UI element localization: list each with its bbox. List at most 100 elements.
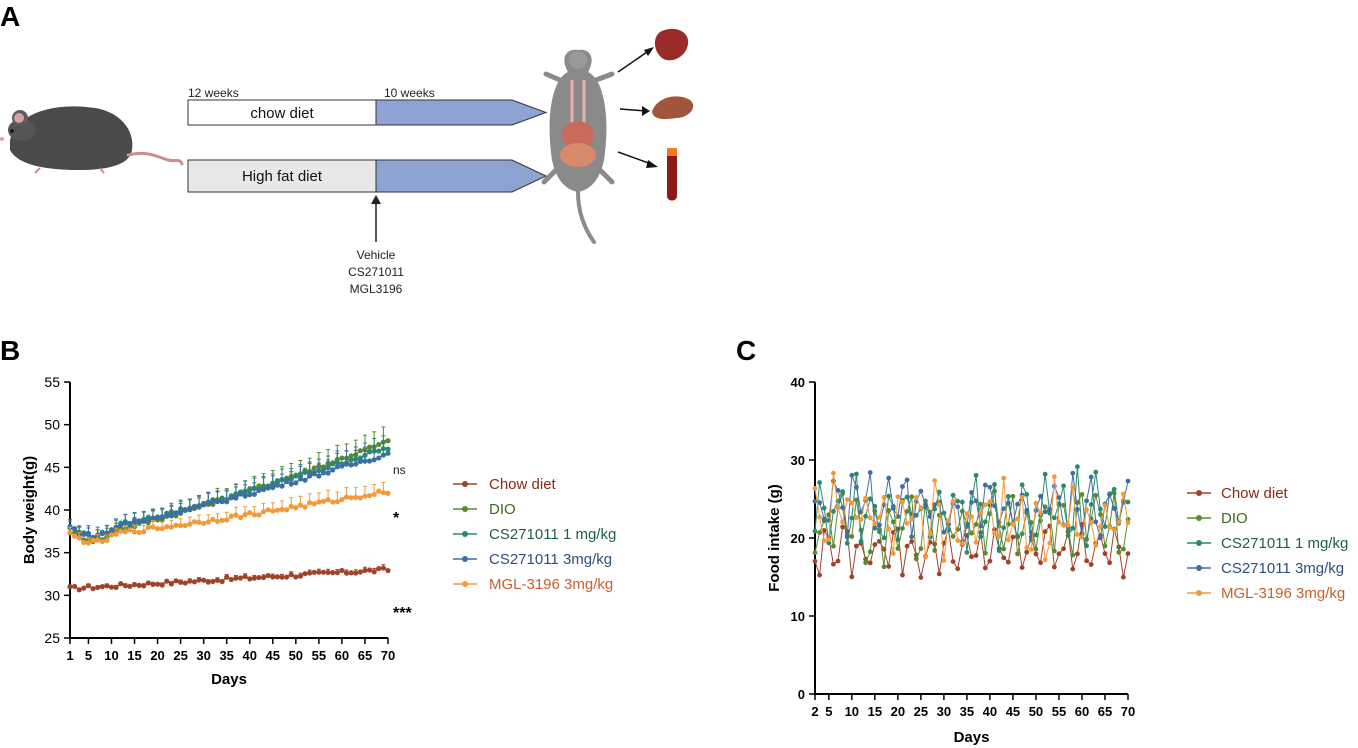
data-point xyxy=(122,529,128,535)
data-point xyxy=(941,529,947,535)
data-point xyxy=(366,458,373,464)
legend-swatch-dot xyxy=(462,556,468,562)
data-point xyxy=(150,524,156,530)
data-point xyxy=(164,524,170,530)
data-point xyxy=(260,509,267,515)
data-point xyxy=(982,550,988,556)
data-point xyxy=(1019,531,1025,537)
data-point xyxy=(339,463,345,469)
data-point xyxy=(1028,537,1034,543)
data-point xyxy=(343,461,350,467)
data-point xyxy=(1111,506,1117,511)
data-point xyxy=(964,549,970,555)
data-point xyxy=(118,581,124,587)
data-point xyxy=(955,566,961,572)
data-point xyxy=(136,529,142,536)
x-tick-label: 30 xyxy=(196,648,210,663)
data-point xyxy=(150,515,156,521)
data-point xyxy=(108,584,115,590)
data-point xyxy=(320,569,327,575)
data-point xyxy=(890,551,896,556)
data-point xyxy=(90,586,96,592)
data-point xyxy=(357,458,363,465)
x-tick-label: 65 xyxy=(1098,704,1112,719)
data-point xyxy=(964,524,970,529)
treatment-mgl3196: MGL3196 xyxy=(350,282,403,296)
data-point xyxy=(1024,492,1030,497)
data-point xyxy=(251,491,257,497)
data-point xyxy=(854,515,859,520)
data-point xyxy=(302,571,308,577)
data-point xyxy=(932,502,938,508)
x-tick-label: 15 xyxy=(868,704,882,719)
data-point xyxy=(867,549,873,555)
legend-entry: DIO xyxy=(489,501,516,518)
data-point xyxy=(307,473,313,479)
organ-outputs xyxy=(617,28,694,201)
data-point xyxy=(1005,559,1011,565)
data-point xyxy=(1070,484,1076,490)
y-axis-title: Food intake (g) xyxy=(766,484,783,592)
x-tick-label: 70 xyxy=(1121,704,1135,719)
y-tick-label: 50 xyxy=(44,417,60,433)
data-point xyxy=(201,577,207,583)
data-point xyxy=(946,518,951,524)
data-point xyxy=(1033,500,1039,506)
data-point xyxy=(118,522,124,529)
data-point xyxy=(941,558,947,564)
data-point xyxy=(1051,548,1057,554)
y-tick-label: 40 xyxy=(44,502,60,518)
data-point xyxy=(867,560,873,566)
heart-organ-icon xyxy=(654,28,689,61)
legend-swatch-dot xyxy=(462,581,468,587)
x-tick-label: 55 xyxy=(1052,704,1066,719)
data-point xyxy=(219,499,225,505)
data-point xyxy=(385,490,391,496)
data-point xyxy=(191,579,198,585)
data-point xyxy=(844,534,850,540)
data-point xyxy=(339,496,345,503)
data-point xyxy=(104,538,110,544)
data-point xyxy=(1047,540,1053,546)
data-point xyxy=(284,574,290,580)
data-point xyxy=(247,510,253,516)
data-point xyxy=(978,534,984,540)
data-point xyxy=(293,473,299,479)
data-point xyxy=(1047,510,1053,516)
data-point xyxy=(881,535,887,541)
data-point xyxy=(1065,522,1071,528)
data-point xyxy=(904,509,910,514)
data-point xyxy=(1001,475,1007,481)
data-point xyxy=(996,548,1002,554)
data-point xyxy=(339,455,345,461)
data-point xyxy=(343,494,350,500)
data-point xyxy=(959,508,965,514)
legend-swatch-dot xyxy=(1196,540,1202,546)
data-point xyxy=(1019,565,1025,571)
panel-a: A 12 weeks 10 weeks chow diet High fat d… xyxy=(0,1,694,296)
data-point xyxy=(196,503,202,509)
mouse-illustration xyxy=(0,106,184,174)
data-point xyxy=(867,515,873,521)
x-tick-label: 20 xyxy=(150,648,164,663)
data-point xyxy=(955,498,961,504)
data-point xyxy=(168,524,174,530)
data-point xyxy=(918,505,924,511)
panel-b: B 25 30 35 40 45 50 55 1 5 10 15 20 25 30 35 40 45 50 55 60… xyxy=(0,335,616,688)
x-tick-label: 25 xyxy=(173,648,187,663)
data-point xyxy=(1070,566,1076,572)
x-tick-label: 45 xyxy=(266,648,280,663)
data-point xyxy=(67,584,73,590)
data-point xyxy=(1084,543,1089,549)
data-point xyxy=(224,574,230,580)
data-point xyxy=(219,578,225,585)
stage2-duration-label: 10 weeks xyxy=(384,86,435,100)
data-point xyxy=(821,516,827,522)
data-point xyxy=(959,499,965,505)
data-point xyxy=(187,521,193,527)
data-point xyxy=(343,570,350,576)
data-point xyxy=(1084,498,1089,504)
data-point xyxy=(932,478,938,484)
data-point xyxy=(113,531,119,537)
data-point xyxy=(1088,519,1094,525)
